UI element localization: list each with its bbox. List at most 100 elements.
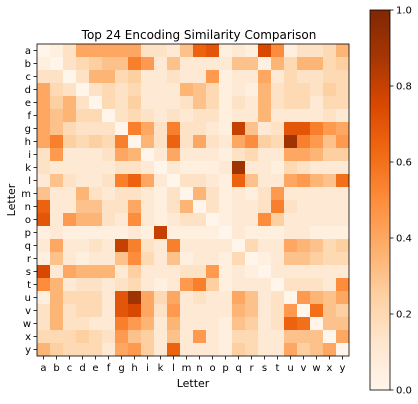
heatmap-cell: [206, 135, 220, 149]
heatmap-cell: [232, 44, 246, 58]
heatmap-cell: [115, 200, 129, 214]
heatmap-cell: [232, 57, 246, 71]
heatmap-cell: [63, 343, 77, 357]
heatmap-cell: [102, 226, 116, 240]
heatmap-cell: [336, 44, 350, 58]
heatmap-cell: [193, 213, 207, 227]
heatmap-cell: [284, 213, 298, 227]
heatmap-cell: [37, 135, 51, 149]
y-tick-label: h: [25, 137, 31, 148]
heatmap-cell: [284, 226, 298, 240]
heatmap-cell: [102, 44, 116, 58]
heatmap-cell: [245, 109, 259, 123]
heatmap-cell: [154, 174, 168, 188]
heatmap-cell: [245, 291, 259, 305]
heatmap-cell: [232, 330, 246, 344]
heatmap-cell: [297, 109, 311, 123]
heatmap-cell: [245, 174, 259, 188]
heatmap-cell: [284, 83, 298, 97]
heatmap-cell: [206, 304, 220, 318]
heatmap-cell: [128, 304, 142, 318]
heatmap-cell: [180, 109, 194, 123]
heatmap-cell: [336, 213, 350, 227]
heatmap-cell: [206, 174, 220, 188]
heatmap-cell: [89, 226, 103, 240]
heatmap-cell: [37, 226, 51, 240]
heatmap-cell: [284, 135, 298, 149]
heatmap-cell: [284, 239, 298, 253]
heatmap-cell: [89, 330, 103, 344]
heatmap-cell: [323, 213, 337, 227]
heatmap-cell: [141, 70, 155, 84]
heatmap-cell: [115, 70, 129, 84]
heatmap-cell: [310, 278, 324, 292]
heatmap-cell: [141, 83, 155, 97]
heatmap-cell: [154, 317, 168, 331]
heatmap-cell: [284, 187, 298, 201]
heatmap-cell: [50, 148, 64, 162]
heatmap-cell: [50, 70, 64, 84]
heatmap-cell: [115, 109, 129, 123]
heatmap-cell: [63, 122, 77, 136]
heatmap-cell: [167, 161, 181, 175]
heatmap-cell: [180, 122, 194, 136]
heatmap-cell: [193, 330, 207, 344]
heatmap-cell: [258, 291, 272, 305]
heatmap-cell: [63, 57, 77, 71]
heatmap-cell: [336, 109, 350, 123]
heatmap-cell: [245, 239, 259, 253]
heatmap-cell: [271, 70, 285, 84]
heatmap-cell: [336, 291, 350, 305]
heatmap-cell: [219, 304, 233, 318]
heatmap-cell: [284, 291, 298, 305]
colorbar: 0.0 0.2 0.4 0.6 0.8 1.0: [369, 6, 412, 397]
heatmap-cell: [102, 57, 116, 71]
heatmap-cell: [323, 174, 337, 188]
heatmap-cell: [232, 252, 246, 266]
heatmap-cell: [63, 70, 77, 84]
heatmap-cell: [323, 343, 337, 357]
heatmap-cell: [180, 200, 194, 214]
heatmap-cell: [76, 83, 90, 97]
heatmap-cell: [141, 304, 155, 318]
heatmap-cell: [115, 291, 129, 305]
heatmap-cell: [232, 304, 246, 318]
heatmap-cell: [154, 187, 168, 201]
heatmap-cell: [141, 226, 155, 240]
heatmap-cell: [232, 187, 246, 201]
heatmap-cell: [323, 109, 337, 123]
heatmap-cell: [115, 44, 129, 58]
heatmap-cell: [336, 83, 350, 97]
heatmap-cell: [232, 317, 246, 331]
heatmap-cell: [37, 239, 51, 253]
heatmap-cell: [141, 44, 155, 58]
heatmap-cell: [167, 317, 181, 331]
heatmap-cell: [297, 200, 311, 214]
heatmap-cell: [206, 122, 220, 136]
heatmap-cell: [89, 252, 103, 266]
y-tick-label: p: [25, 228, 31, 239]
heatmap-cell: [102, 265, 116, 279]
y-tick-label: d: [25, 85, 31, 96]
x-tick-label: x: [327, 363, 333, 374]
heatmap-cell: [128, 109, 142, 123]
heatmap-cell: [258, 57, 272, 71]
heatmap-cell: [271, 278, 285, 292]
heatmap-cell: [193, 57, 207, 71]
heatmap-cell: [167, 57, 181, 71]
heatmap-cell: [271, 252, 285, 266]
heatmap-cell: [167, 174, 181, 188]
heatmap-cell: [206, 200, 220, 214]
heatmap-cell: [115, 96, 129, 110]
heatmap-cell: [76, 148, 90, 162]
heatmap-cell: [258, 252, 272, 266]
heatmap-cell: [206, 109, 220, 123]
heatmap-cell: [167, 200, 181, 214]
heatmap-cell: [76, 44, 90, 58]
heatmap-cell: [271, 57, 285, 71]
heatmap-cell: [271, 200, 285, 214]
colorbar-tick-label: 0.0: [396, 386, 412, 397]
heatmap-cell: [50, 304, 64, 318]
heatmap-cell: [167, 265, 181, 279]
heatmap-cell: [115, 304, 129, 318]
